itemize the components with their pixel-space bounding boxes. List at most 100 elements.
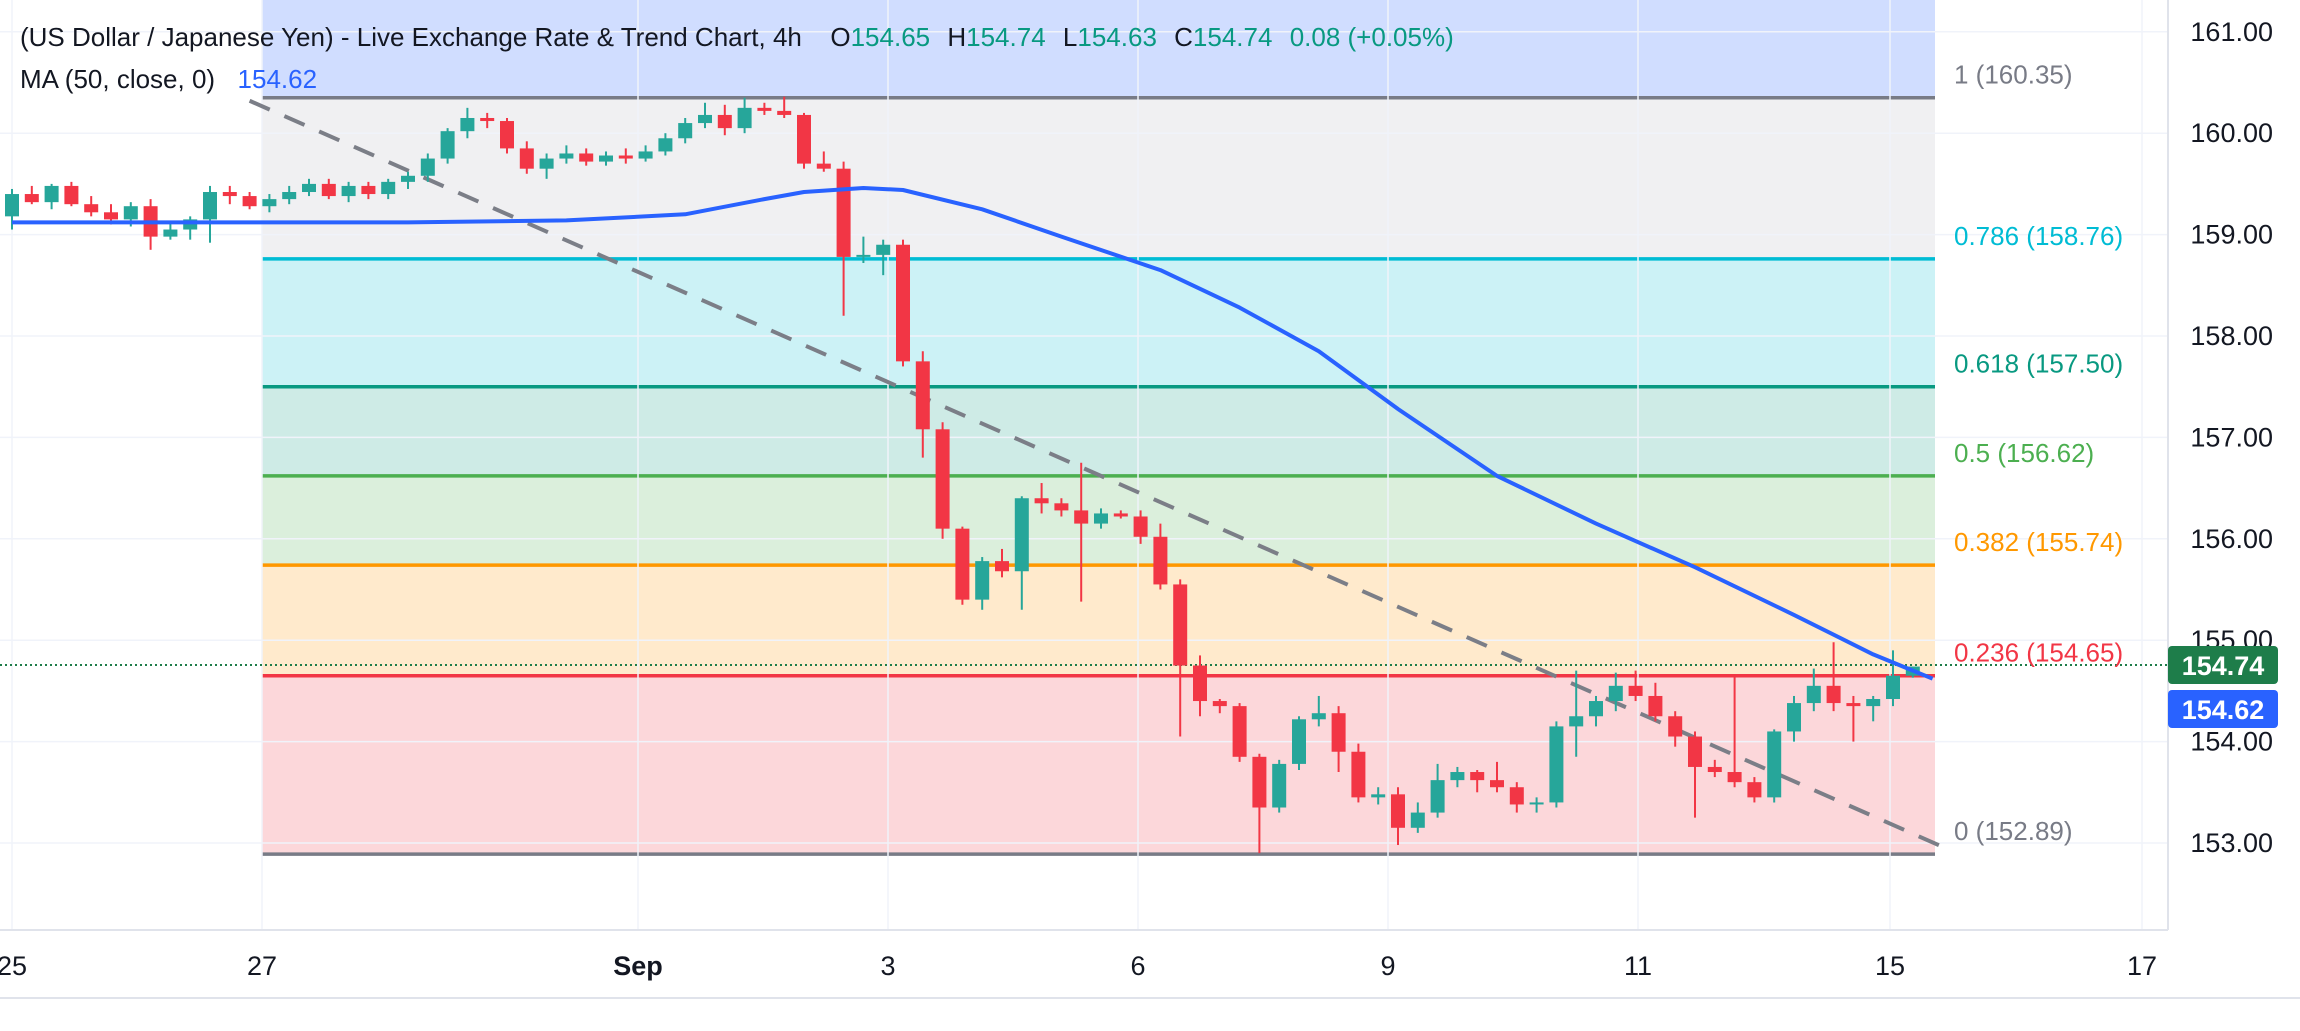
candle — [84, 196, 99, 217]
ma-price-tag-text: 154.62 — [2182, 695, 2265, 725]
candle-body — [915, 361, 930, 430]
ma-price-tag — [2168, 690, 2278, 728]
candle — [163, 222, 178, 240]
candle-body — [975, 561, 990, 600]
candle-body — [539, 158, 554, 169]
candle-body — [1866, 699, 1881, 707]
candle — [480, 112, 495, 129]
candle — [1212, 699, 1227, 714]
candle-body — [1648, 695, 1663, 717]
candle — [381, 178, 396, 200]
candle-body — [1529, 802, 1544, 805]
candle-body — [64, 185, 79, 205]
candle — [856, 236, 871, 263]
candle — [1173, 579, 1188, 737]
candle-body — [440, 131, 455, 159]
candle — [678, 117, 693, 144]
candle-body — [777, 110, 792, 115]
candle — [1113, 510, 1128, 519]
grid-lines — [0, 0, 2168, 930]
candle — [420, 153, 435, 182]
candle — [1331, 706, 1346, 773]
candle — [638, 145, 653, 162]
candle-body — [559, 153, 574, 159]
fib-band — [262, 675, 1935, 855]
candle — [1252, 753, 1267, 854]
candle — [1608, 672, 1623, 712]
candle-body — [797, 114, 811, 164]
candle-body — [420, 158, 435, 176]
candle-body — [836, 168, 851, 257]
fib-label: 0 (152.89) — [1954, 816, 2073, 846]
candle-body — [1054, 503, 1069, 511]
x-tick-label: 25 — [0, 951, 27, 981]
candle — [321, 178, 336, 200]
y-tick-label: 154.00 — [2190, 727, 2273, 757]
candle — [559, 145, 574, 164]
fib-label: 0.382 (155.74) — [1954, 527, 2123, 557]
candle — [183, 216, 198, 240]
candle-body — [341, 185, 356, 197]
candle — [1391, 787, 1405, 846]
trendline-segment — [248, 98, 1954, 853]
candle — [1767, 729, 1782, 803]
x-tick-label: 15 — [1875, 951, 1905, 981]
legend-open: 154.65 — [850, 22, 931, 52]
candle-body — [1311, 713, 1326, 720]
candle — [1806, 668, 1821, 712]
trendline — [248, 98, 1954, 853]
candle — [519, 141, 534, 174]
candle-body — [1371, 794, 1386, 798]
legend-title: (US Dollar / Japanese Yen) - Live Exchan… — [20, 22, 802, 52]
candle-body — [1727, 772, 1742, 783]
candle-body — [1490, 780, 1504, 788]
candle-body — [678, 123, 693, 139]
candle — [1133, 510, 1148, 544]
y-tick-label: 153.00 — [2190, 828, 2273, 858]
candle-body — [618, 155, 633, 159]
candle — [757, 102, 772, 115]
candle — [262, 194, 277, 213]
moving-average-line — [12, 186, 1934, 681]
candle-body — [84, 204, 99, 213]
candle-body — [183, 219, 198, 230]
candle — [1747, 777, 1762, 803]
legend-close: 154.74 — [1192, 22, 1273, 52]
candle — [1014, 496, 1029, 610]
candle — [915, 351, 930, 458]
candle — [1410, 802, 1425, 833]
fib-label: 0.236 (154.65) — [1954, 638, 2123, 668]
candle — [579, 148, 594, 166]
candle — [1470, 769, 1485, 793]
candle — [1787, 695, 1801, 742]
candle — [1668, 711, 1683, 747]
candle — [618, 148, 633, 164]
candle — [1490, 761, 1504, 793]
candle — [460, 107, 475, 139]
fib-band — [262, 258, 1935, 387]
candle-body — [302, 183, 316, 193]
candle-body — [1787, 703, 1801, 732]
x-tick-label: 27 — [247, 951, 277, 981]
candle-body — [1391, 794, 1405, 828]
time-axis[interactable]: 25 27 Sep 3 6 9 11 15 17 — [0, 929, 2168, 981]
candle-body — [1549, 726, 1564, 803]
candle-body — [1767, 731, 1782, 798]
candle — [955, 526, 970, 605]
y-tick-label: 160.00 — [2190, 118, 2273, 148]
candle — [1688, 731, 1702, 818]
ma-line — [12, 186, 1934, 681]
candle — [1846, 695, 1861, 742]
candle — [64, 181, 79, 207]
candle — [143, 199, 158, 250]
y-tick-label: 158.00 — [2190, 321, 2273, 351]
price-axis[interactable]: 153.00154.00155.00156.00157.00158.00159.… — [2167, 0, 2273, 930]
candle — [1826, 642, 1841, 712]
candle — [658, 133, 673, 156]
candle — [242, 192, 257, 210]
candle-body — [757, 107, 772, 111]
candle — [361, 181, 376, 200]
candle-body — [856, 254, 871, 257]
candle-body — [163, 229, 178, 237]
